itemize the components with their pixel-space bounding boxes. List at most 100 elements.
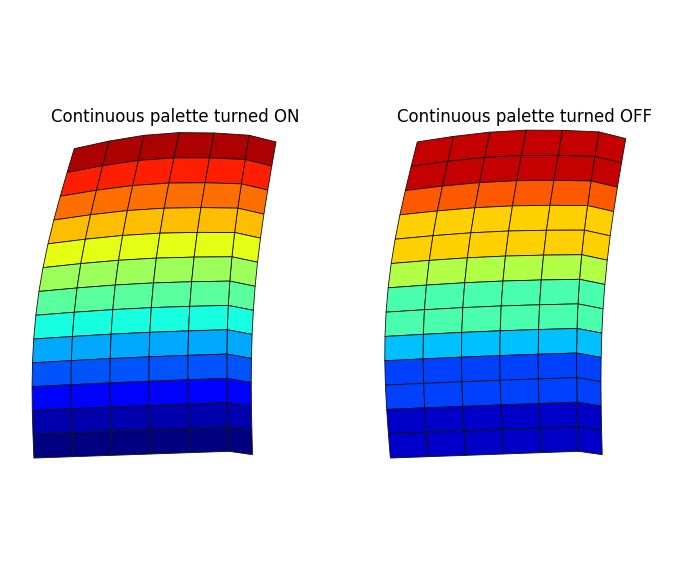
- Polygon shape: [395, 211, 438, 239]
- Polygon shape: [32, 360, 71, 386]
- Polygon shape: [385, 310, 424, 337]
- Polygon shape: [48, 215, 90, 244]
- Polygon shape: [475, 181, 517, 208]
- Polygon shape: [500, 329, 538, 355]
- Polygon shape: [503, 255, 544, 281]
- Polygon shape: [577, 353, 601, 382]
- Polygon shape: [385, 334, 424, 361]
- Polygon shape: [164, 183, 205, 208]
- Polygon shape: [502, 428, 541, 454]
- Polygon shape: [111, 406, 150, 431]
- Polygon shape: [471, 206, 512, 233]
- Polygon shape: [389, 432, 428, 458]
- Polygon shape: [386, 285, 426, 312]
- Polygon shape: [160, 207, 201, 233]
- Polygon shape: [71, 334, 111, 360]
- Polygon shape: [580, 255, 608, 284]
- Polygon shape: [149, 355, 188, 381]
- Polygon shape: [228, 306, 253, 334]
- Polygon shape: [188, 379, 228, 404]
- Polygon shape: [578, 279, 605, 309]
- Polygon shape: [424, 307, 463, 334]
- Polygon shape: [517, 155, 558, 181]
- Polygon shape: [405, 161, 448, 190]
- Polygon shape: [33, 433, 73, 458]
- Polygon shape: [232, 232, 260, 262]
- Polygon shape: [577, 377, 601, 406]
- Polygon shape: [462, 306, 501, 332]
- Polygon shape: [426, 258, 468, 285]
- Polygon shape: [385, 359, 424, 385]
- Polygon shape: [582, 230, 610, 260]
- Polygon shape: [461, 331, 500, 357]
- Polygon shape: [500, 379, 539, 405]
- Polygon shape: [501, 403, 540, 429]
- Polygon shape: [464, 429, 503, 455]
- Polygon shape: [468, 231, 509, 258]
- Polygon shape: [43, 239, 85, 268]
- Polygon shape: [540, 427, 579, 453]
- Polygon shape: [509, 205, 550, 231]
- Polygon shape: [234, 208, 264, 238]
- Polygon shape: [448, 132, 490, 161]
- Polygon shape: [189, 427, 229, 453]
- Polygon shape: [425, 406, 464, 432]
- Polygon shape: [71, 383, 111, 408]
- Polygon shape: [429, 233, 471, 260]
- Polygon shape: [411, 136, 454, 166]
- Polygon shape: [522, 130, 563, 155]
- Polygon shape: [111, 430, 151, 455]
- Polygon shape: [230, 257, 258, 286]
- Polygon shape: [423, 332, 462, 359]
- Polygon shape: [71, 407, 111, 433]
- Polygon shape: [391, 236, 433, 263]
- Polygon shape: [149, 404, 189, 430]
- Polygon shape: [578, 427, 602, 455]
- Polygon shape: [550, 180, 591, 206]
- Polygon shape: [538, 377, 577, 403]
- Polygon shape: [544, 230, 584, 255]
- Polygon shape: [118, 233, 160, 260]
- Polygon shape: [97, 160, 139, 190]
- Polygon shape: [463, 281, 503, 307]
- Polygon shape: [127, 183, 169, 211]
- Polygon shape: [188, 354, 227, 380]
- Polygon shape: [463, 405, 502, 431]
- Polygon shape: [462, 380, 501, 406]
- Polygon shape: [188, 403, 228, 428]
- Polygon shape: [424, 282, 465, 310]
- Polygon shape: [74, 285, 116, 312]
- Polygon shape: [584, 206, 614, 236]
- Polygon shape: [540, 279, 580, 305]
- Polygon shape: [113, 283, 153, 310]
- Polygon shape: [538, 304, 578, 329]
- Polygon shape: [67, 141, 109, 172]
- Polygon shape: [238, 184, 267, 214]
- Polygon shape: [538, 328, 577, 354]
- Polygon shape: [153, 257, 194, 283]
- Polygon shape: [577, 304, 603, 333]
- Polygon shape: [90, 185, 133, 215]
- Polygon shape: [386, 408, 426, 434]
- Polygon shape: [554, 155, 595, 181]
- Polygon shape: [139, 133, 179, 160]
- Polygon shape: [426, 431, 466, 457]
- Polygon shape: [480, 155, 522, 182]
- Polygon shape: [39, 264, 80, 292]
- Polygon shape: [85, 211, 127, 239]
- Polygon shape: [587, 181, 617, 211]
- Polygon shape: [111, 308, 151, 334]
- Polygon shape: [188, 306, 228, 331]
- Polygon shape: [72, 310, 113, 336]
- Polygon shape: [227, 330, 252, 358]
- Polygon shape: [386, 384, 425, 410]
- Polygon shape: [116, 258, 156, 285]
- Polygon shape: [54, 190, 97, 220]
- Polygon shape: [228, 427, 253, 455]
- Polygon shape: [32, 336, 72, 363]
- Polygon shape: [461, 355, 500, 382]
- Polygon shape: [110, 357, 149, 383]
- Polygon shape: [110, 381, 149, 407]
- Polygon shape: [103, 135, 144, 166]
- Polygon shape: [227, 354, 251, 383]
